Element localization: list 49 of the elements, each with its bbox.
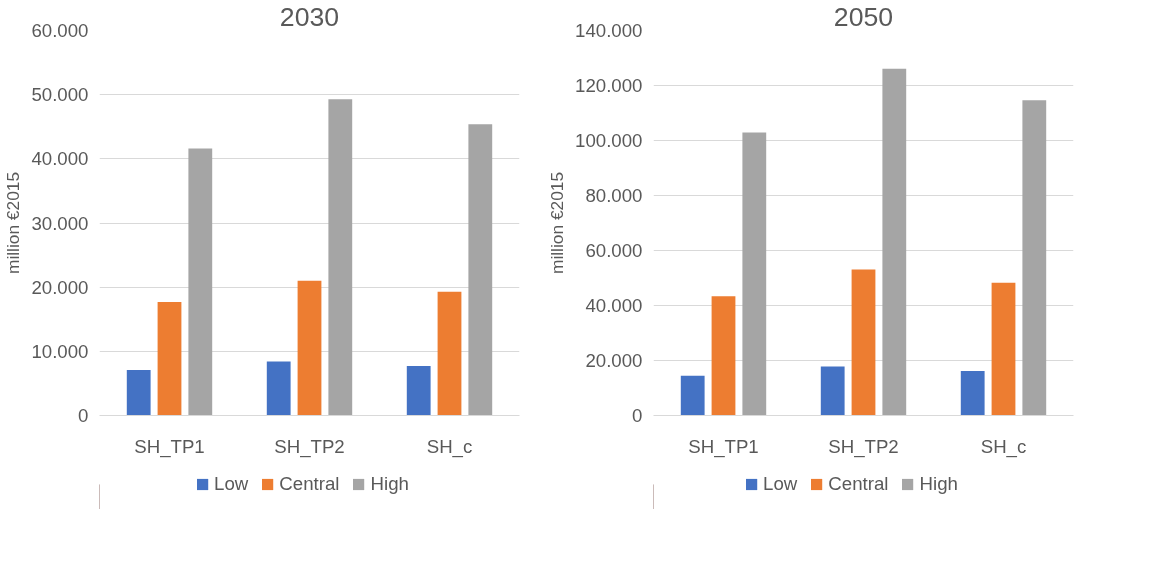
y-tick-label: 60.000 xyxy=(31,20,89,41)
x-tick-label: SH_c xyxy=(980,435,1027,458)
y-axis-title: million €2015 xyxy=(547,171,568,275)
bar xyxy=(437,291,462,416)
y-tick-label: 80.000 xyxy=(585,185,643,206)
y-tick-label: 30.000 xyxy=(31,212,89,234)
y-tick-label: 60.000 xyxy=(585,240,643,261)
legend-label: Low xyxy=(214,473,249,495)
bar xyxy=(711,296,736,416)
bar xyxy=(468,124,493,416)
bar xyxy=(680,375,705,416)
y-tick-label: 20.000 xyxy=(31,276,89,298)
x-tick-label: SH_TP2 xyxy=(828,435,899,458)
y-tick-label: 100.000 xyxy=(575,130,643,151)
x-tick-label: SH_TP2 xyxy=(274,435,345,458)
x-tick-label: SH_TP1 xyxy=(688,435,759,458)
legend-label: High xyxy=(370,473,409,495)
bar xyxy=(297,280,322,416)
bar xyxy=(266,361,291,416)
bar xyxy=(126,369,151,416)
y-axis-title: million €2015 xyxy=(3,171,24,275)
legend-label: High xyxy=(919,473,958,495)
y-tick-label: 140.000 xyxy=(575,20,643,41)
y-tick-label: 20.000 xyxy=(585,350,643,371)
bar xyxy=(742,132,767,416)
bar xyxy=(157,301,182,416)
bar xyxy=(960,370,985,416)
x-tick-label: SH_TP1 xyxy=(134,435,205,458)
bar xyxy=(328,99,353,416)
y-tick-label: 50.000 xyxy=(31,84,89,106)
legend-label: Central xyxy=(279,473,340,495)
bar xyxy=(882,68,907,416)
bar xyxy=(1022,100,1047,416)
y-tick-label: 40.000 xyxy=(31,148,89,170)
bar xyxy=(406,366,431,416)
bar xyxy=(851,269,876,416)
y-tick-label: 40.000 xyxy=(585,295,643,316)
bar xyxy=(188,148,213,416)
bar xyxy=(991,282,1016,416)
y-tick-label: 120.000 xyxy=(575,75,643,96)
y-tick-label: 10.000 xyxy=(31,340,89,362)
bar xyxy=(820,366,845,416)
y-tick-label: 0 xyxy=(78,405,89,426)
x-tick-label: SH_c xyxy=(426,435,473,458)
legend-label: Central xyxy=(828,473,889,495)
y-tick-label: 0 xyxy=(632,405,643,426)
chart-title: 2050 xyxy=(833,1,894,32)
legend-label: Low xyxy=(763,473,798,495)
chart-title: 2030 xyxy=(279,1,340,32)
